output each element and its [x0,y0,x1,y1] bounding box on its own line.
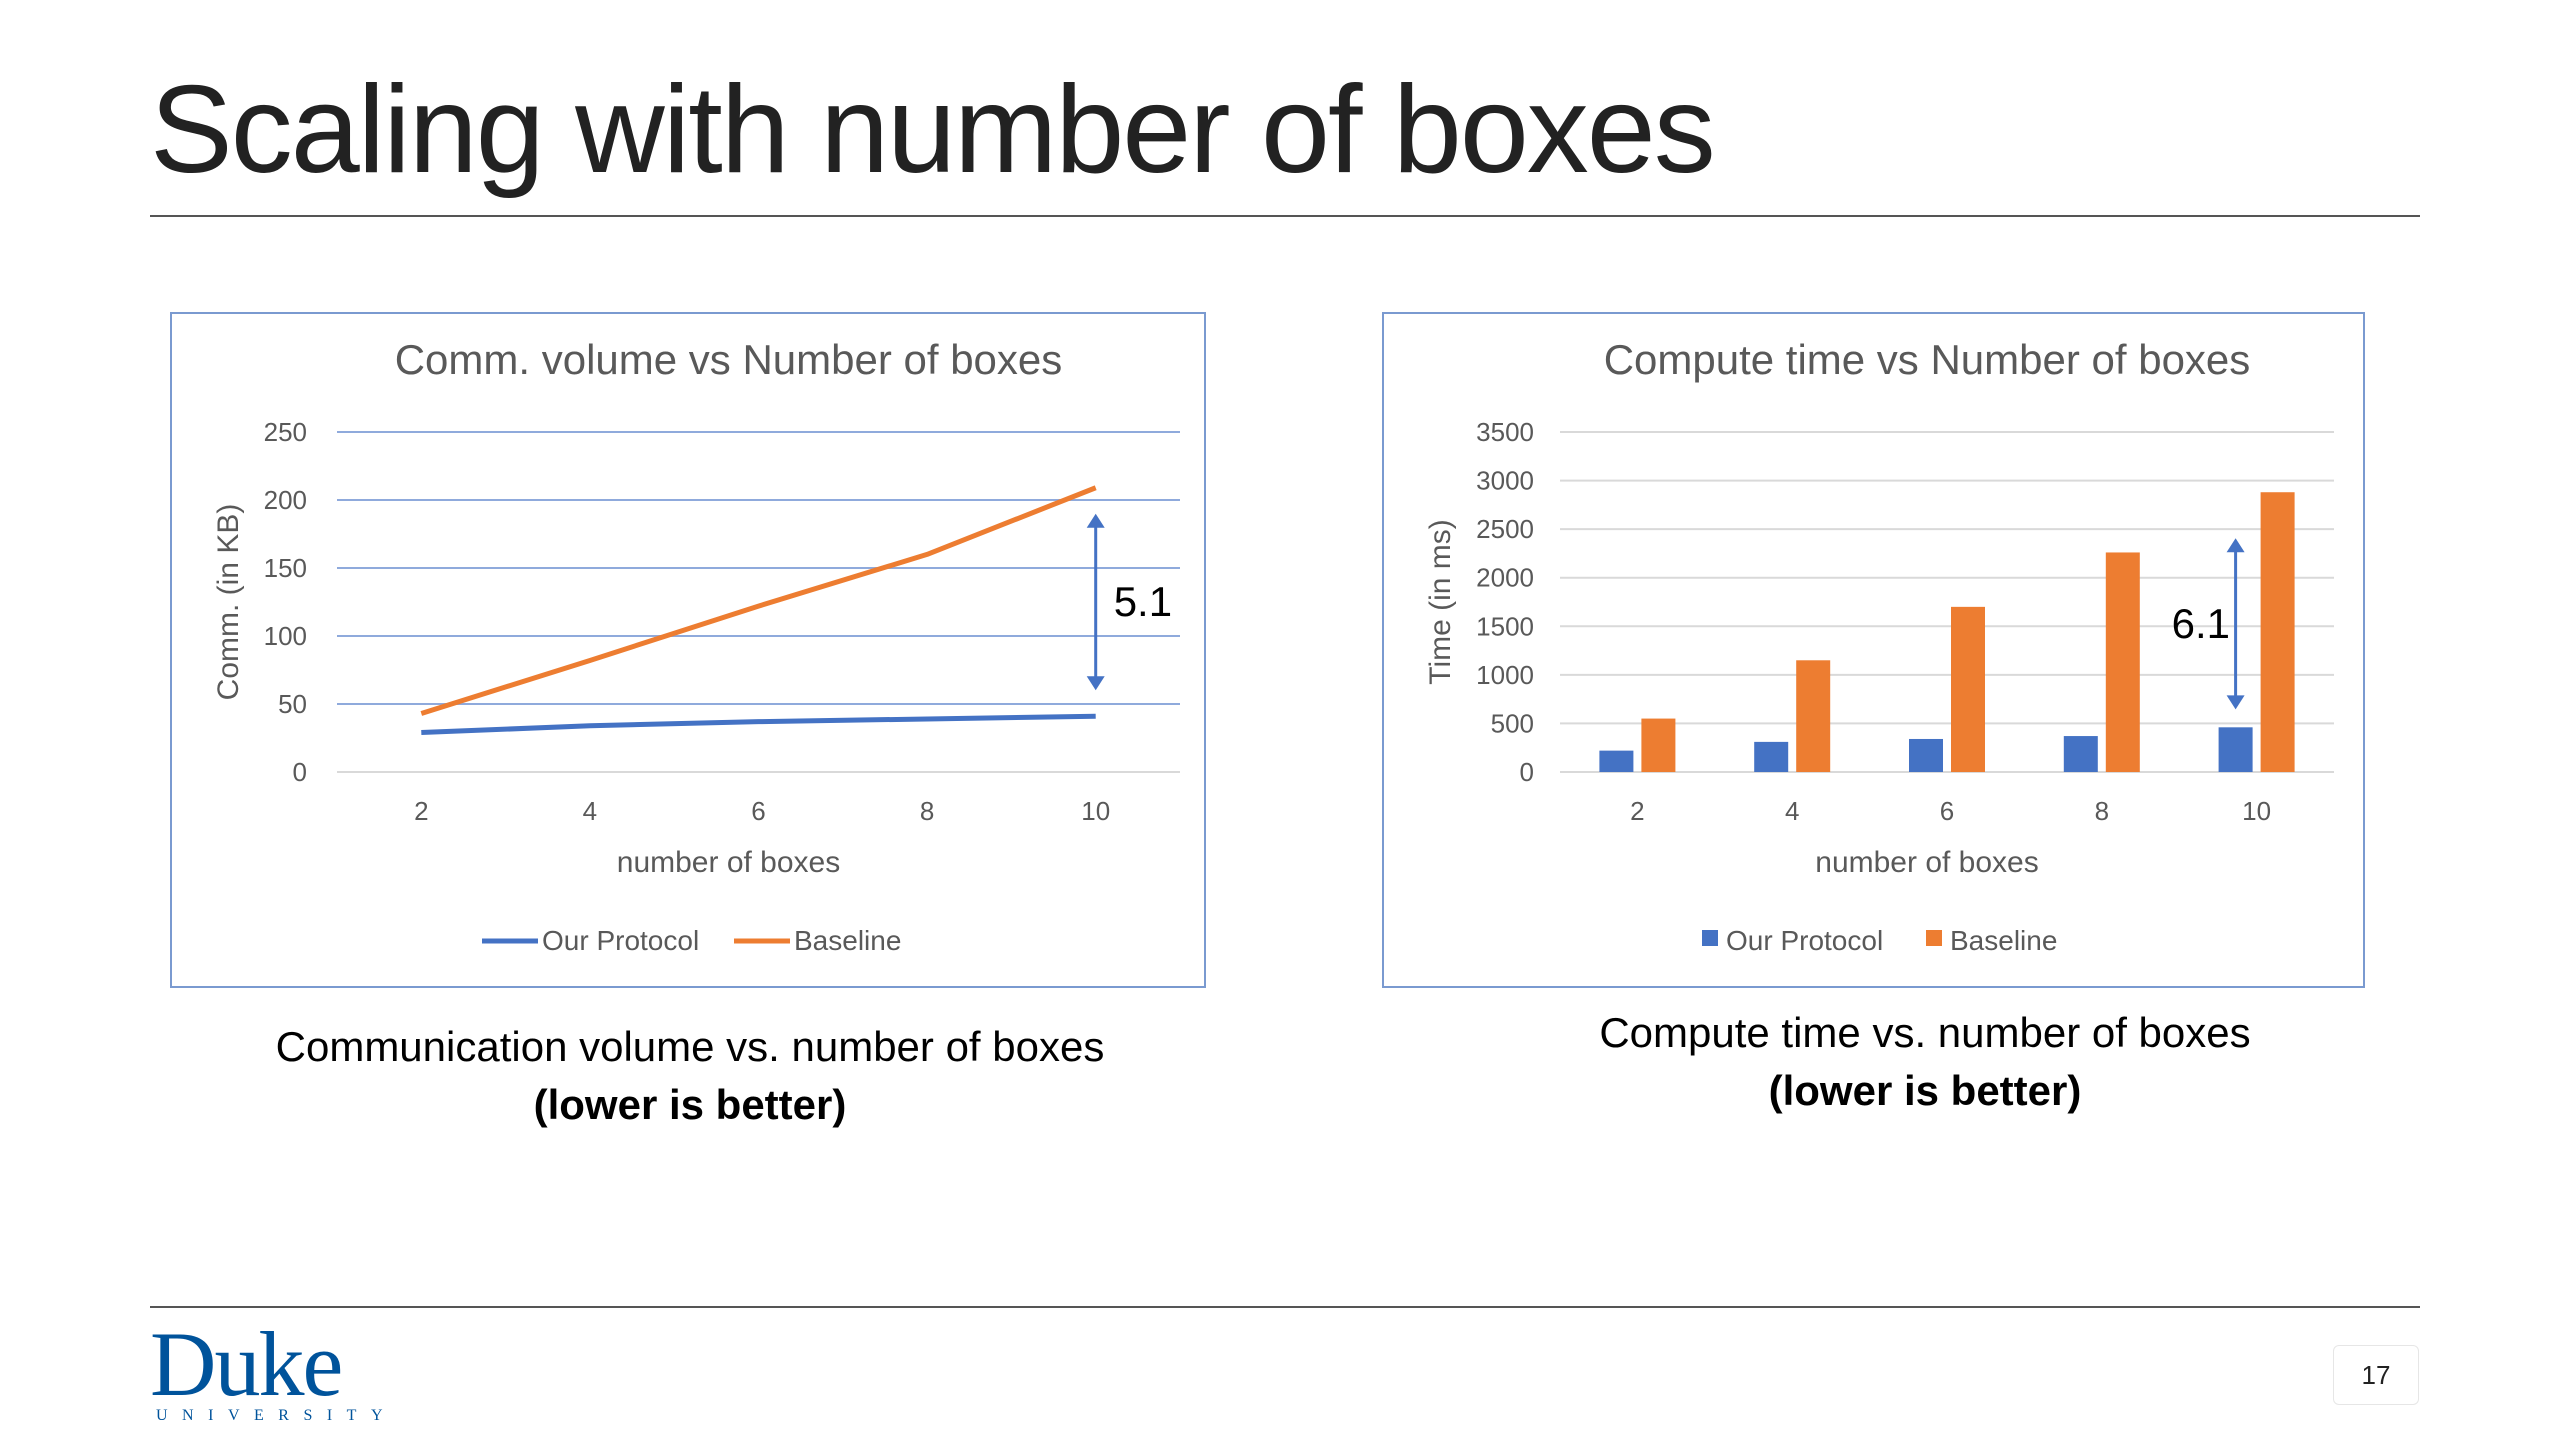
page-number: 17 [2333,1345,2419,1405]
comm-volume-chart-svg: Comm. volume vs Number of boxes 0 50 100 150… [212,336,1180,956]
x-tick-label: 10 [1081,796,1110,826]
bar-our-protocol [2218,727,2253,772]
y-tick-label: 250 [264,417,307,447]
y-tick-label: 50 [278,689,307,719]
series-line-our-protocol [421,713,1096,736]
chart-title: Compute time vs Number of boxes [1604,336,2251,383]
x-tick-label: 2 [1630,796,1644,826]
series-line-baseline [420,485,1097,716]
y-tick-label: 0 [293,757,307,787]
caption-compute-time-line1: Compute time vs. number of boxes [1599,1009,2251,1056]
x-tick-label: 10 [2242,796,2271,826]
y-tick-label: 3500 [1476,417,1534,447]
y-tick-label: 500 [1491,708,1534,738]
duke-logo-wordmark: Duke [150,1313,343,1415]
annotation-arrow-head-up [1086,513,1105,528]
compute-time-chart: Compute time vs Number of boxes 0 500 1000 1… [1382,312,2365,988]
bar-our-protocol [1754,741,1789,772]
caption-compute-time-line2: (lower is better) [1768,1067,2082,1114]
x-axis-label: number of boxes [1815,846,2038,879]
annotation-arrow-head-up [2226,538,2245,553]
y-axis-label: Time (in ms) [1424,519,1457,685]
x-axis-label: number of boxes [617,846,840,879]
slide-title: Scaling with number of boxes [150,61,1716,199]
title-divider [150,215,2420,217]
y-tick-label: 2000 [1476,563,1534,593]
x-tick-label: 8 [2095,796,2109,826]
y-tick-label: 150 [264,553,307,583]
caption-compute-time: Compute time vs. number of boxes (lower … [1450,1004,2400,1120]
legend-label: Baseline [1950,925,2057,956]
bar-baseline [2260,492,2295,772]
bar-baseline [2105,552,2140,772]
y-tick-label: 0 [1520,757,1534,787]
compute-time-chart-svg: Compute time vs Number of boxes 0 500 1000 1… [1424,336,2334,956]
y-tick-label: 3000 [1476,466,1534,496]
y-tick-label: 1000 [1476,660,1534,690]
annotation-arrow-head-down [1086,676,1105,691]
legend-swatch [1926,930,1942,946]
annotation-label: 5.1 [1114,578,1172,625]
y-axis-label: Comm. (in KB) [212,504,245,701]
annotation-arrow-head-down [2226,695,2245,710]
caption-comm-volume-line2: (lower is better) [533,1081,847,1128]
bar-our-protocol [1909,738,1943,772]
legend-label: Our Protocol [542,925,699,956]
caption-comm-volume: Communication volume vs. number of boxes… [230,1018,1150,1134]
duke-logo-subtitle: UNIVERSITY [156,1407,397,1424]
bar-our-protocol [2063,736,2098,772]
duke-logo: Duke UNIVERSITY [150,1318,390,1428]
y-tick-label: 1500 [1476,611,1534,641]
footer-divider [150,1306,2420,1308]
chart-title: Comm. volume vs Number of boxes [395,336,1063,383]
x-tick-label: 4 [1785,796,1799,826]
bar-baseline [1641,718,1676,772]
comm-volume-chart: Comm. volume vs Number of boxes 0 50 100 150… [170,312,1206,988]
bar-baseline [1796,660,1831,772]
y-tick-label: 200 [264,485,307,515]
y-tick-label: 100 [264,621,307,651]
x-tick-label: 2 [414,796,428,826]
legend-label: Baseline [794,925,901,956]
bar-our-protocol [1599,750,1634,772]
legend-swatch [1702,930,1718,946]
x-tick-label: 6 [751,796,765,826]
caption-comm-volume-line1: Communication volume vs. number of boxes [275,1023,1105,1070]
x-tick-label: 8 [920,796,934,826]
annotation-label: 6.1 [2172,600,2230,647]
y-tick-label: 2500 [1476,514,1534,544]
bar-baseline [1951,606,1985,772]
legend-label: Our Protocol [1726,925,1883,956]
x-tick-label: 4 [583,796,597,826]
x-tick-label: 6 [1940,796,1954,826]
